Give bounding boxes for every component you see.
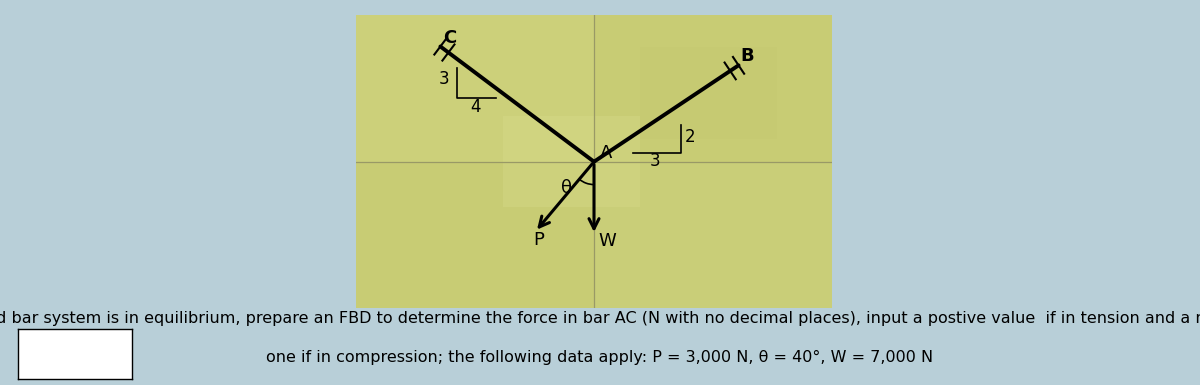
Text: P: P (533, 231, 544, 249)
Polygon shape (503, 116, 640, 208)
Text: 4: 4 (470, 98, 481, 116)
Polygon shape (356, 15, 832, 308)
Text: A: A (600, 144, 612, 162)
Text: one if in compression; the following data apply: P = 3,000 N, θ = 40°, W = 7,000: one if in compression; the following dat… (266, 350, 934, 365)
Text: θ: θ (562, 179, 572, 197)
Text: 3: 3 (649, 152, 660, 170)
Text: W: W (599, 232, 617, 250)
Text: C: C (443, 29, 456, 47)
Polygon shape (594, 162, 832, 308)
Polygon shape (356, 15, 594, 162)
Text: The rigid bar system is in equilibrium, prepare an FBD to determine the force in: The rigid bar system is in equilibrium, … (0, 311, 1200, 326)
Text: 2: 2 (684, 127, 695, 146)
Text: 3: 3 (438, 70, 449, 88)
Text: B: B (740, 47, 755, 65)
Polygon shape (640, 47, 776, 139)
